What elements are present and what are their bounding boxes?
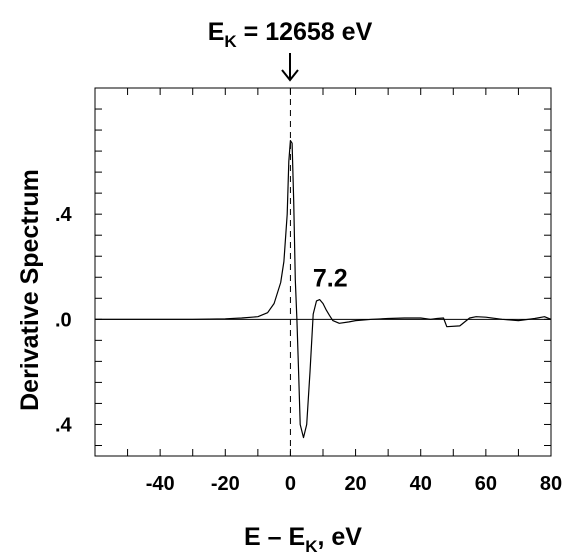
series-layer bbox=[95, 140, 552, 439]
x-tick-label: -20 bbox=[211, 473, 240, 495]
chart-title-main: E bbox=[208, 18, 225, 46]
y-axis-label: Derivative Spectrum bbox=[16, 169, 44, 411]
y-tick-label: .4 bbox=[55, 204, 73, 226]
x-axis-label-sub: K bbox=[305, 537, 318, 556]
x-axis-label-main: E – E bbox=[244, 523, 305, 551]
x-tick-label: 0 bbox=[285, 473, 296, 495]
edge-arrow-head bbox=[281, 69, 299, 82]
chart-title-rest: = 12658 eV bbox=[237, 18, 373, 46]
x-tick-label: -40 bbox=[146, 473, 175, 495]
chart-title-sub: K bbox=[224, 32, 237, 51]
edge-arrow bbox=[281, 53, 299, 82]
peak-annotation: 7.2 bbox=[313, 264, 348, 292]
y-tick-label: .0 bbox=[55, 309, 72, 331]
y-tick-label: .4 bbox=[55, 414, 73, 436]
x-tick-labels: -40 -20 0 20 40 60 80 bbox=[146, 473, 562, 495]
y-tick-labels: .4 .0 .4 bbox=[55, 204, 73, 436]
x-tick-label: 60 bbox=[475, 473, 497, 495]
x-tick-label: 80 bbox=[540, 473, 562, 495]
x-tick-label: 40 bbox=[410, 473, 432, 495]
series-line-0 bbox=[95, 140, 552, 439]
x-axis-label-rest: , eV bbox=[317, 523, 362, 551]
x-tick-label: 20 bbox=[344, 473, 366, 495]
x-axis-label: E – EK, eV bbox=[244, 523, 362, 556]
chart-title: EK = 12658 eV bbox=[208, 18, 373, 51]
